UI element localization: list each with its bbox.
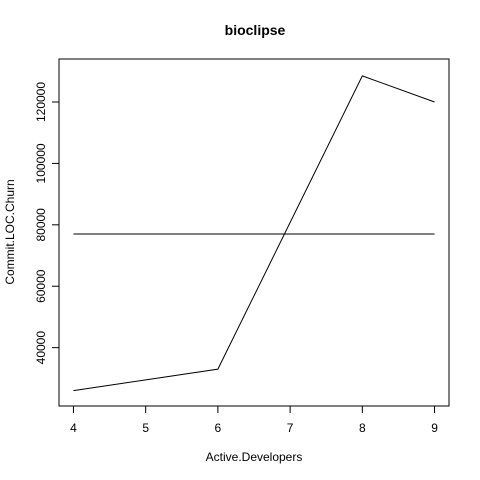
x-axis: 4 5 6 7 8 9: [70, 406, 438, 435]
x-tick-label: 9: [431, 421, 438, 435]
x-tick-label: 8: [359, 421, 366, 435]
x-tick-label: 6: [215, 421, 222, 435]
x-axis-label: Active.Developers: [206, 450, 303, 464]
y-axis: 40000 60000 80000 100000 120000: [34, 82, 59, 365]
x-tick-label: 7: [287, 421, 294, 435]
y-tick-label: 100000: [34, 143, 48, 183]
series-line-1: [73, 75, 435, 392]
plot-frame: [58, 58, 450, 407]
y-axis-label: Commit.LOC.Churn: [3, 179, 17, 284]
y-tick-label: 60000: [34, 269, 48, 303]
y-tick-label: 80000: [34, 208, 48, 242]
series-layer: [73, 75, 435, 392]
y-tick-label: 120000: [34, 82, 48, 122]
x-tick-label: 4: [70, 421, 77, 435]
x-tick-label: 5: [142, 421, 149, 435]
y-tick-label: 40000: [34, 331, 48, 365]
chart-title: bioclipse: [225, 22, 286, 38]
